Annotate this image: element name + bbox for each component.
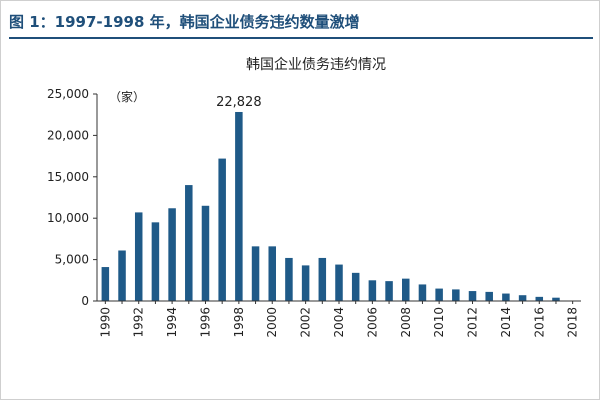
figure-title: 图 1：1997-1998 年，韩国企业债务违约数量激增: [9, 13, 360, 31]
x-tick-label: 2014: [499, 307, 513, 338]
bar-1991: [118, 250, 126, 301]
unit-label: （家）: [109, 89, 145, 104]
bar-2009: [418, 284, 427, 301]
bars: [101, 111, 560, 301]
y-tick-label: 10,000: [47, 211, 89, 225]
y-tick-label: 25,000: [47, 87, 89, 101]
bar-1994: [168, 208, 176, 301]
bar-2001: [285, 257, 293, 301]
bar-2007: [385, 281, 393, 301]
bar-2003: [318, 257, 327, 301]
bar-2004: [335, 264, 343, 301]
bar-2012: [468, 291, 477, 301]
annotations: 22,828: [216, 95, 262, 110]
x-tick-label: 1998: [232, 307, 246, 338]
bar-1995: [185, 185, 193, 301]
x-tick-label: 2008: [399, 307, 413, 338]
y-tick-label: 20,000: [47, 128, 89, 142]
bar-2010: [435, 288, 443, 301]
x-tick-label: 2006: [365, 307, 379, 338]
bar-2014: [502, 293, 510, 301]
y-tick-label: 0: [81, 294, 89, 308]
x-tick-label: 2010: [432, 307, 446, 338]
bar-1996: [201, 205, 210, 301]
x-tick-label: 2000: [265, 307, 279, 338]
x-tick-label: 1994: [165, 307, 179, 338]
bar-1993: [151, 222, 160, 301]
x-tick-label: 2016: [532, 307, 546, 338]
bar-2017: [552, 297, 560, 301]
x-tick-label: 2018: [566, 307, 580, 338]
bar-1992: [134, 212, 143, 301]
x-tick-label: 2004: [332, 307, 346, 338]
y-tick-label: 5,000: [55, 253, 89, 267]
bar-2005: [351, 272, 360, 301]
bar-2011: [452, 289, 460, 301]
bar-2015: [518, 295, 527, 301]
bar-1999: [251, 246, 260, 301]
x-tick-label: 2012: [466, 307, 480, 338]
bar-1997: [218, 158, 226, 301]
bar-1990: [101, 267, 110, 301]
x-axis: 1990 1992 1994 1996 1998 2000 2002 2004 2006 2008…: [97, 300, 581, 338]
x-tick-label: 1996: [198, 307, 212, 338]
bar-1998: [235, 111, 243, 301]
y-tick-label: 15,000: [47, 170, 89, 184]
peak-annotation: 22,828: [216, 95, 262, 110]
x-tick-label: 1990: [98, 307, 112, 338]
x-tick-label: 2002: [299, 307, 313, 338]
x-tick-label: 1992: [132, 307, 146, 338]
bar-2008: [402, 278, 410, 301]
bar-2006: [368, 280, 377, 301]
chart-title: 韩国企业债务违约情况: [246, 56, 386, 73]
bar-2013: [485, 291, 493, 301]
bar-2002: [301, 265, 310, 301]
bar-2016: [535, 296, 544, 301]
bar-2000: [268, 246, 276, 301]
figure-header: 图 1：1997-1998 年，韩国企业债务违约数量激增: [9, 7, 593, 39]
y-axis: 0 5,000 10,000 15,000 20,000 25,000: [47, 87, 98, 308]
